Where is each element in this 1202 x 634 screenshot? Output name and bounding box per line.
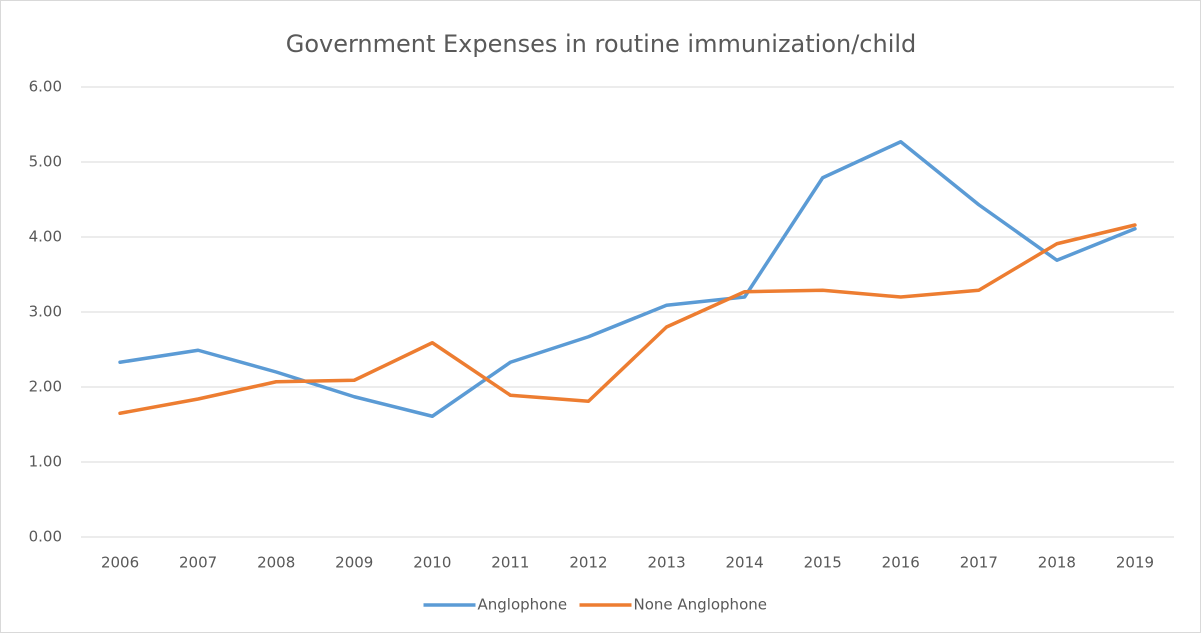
legend-label: None Anglophone: [634, 596, 767, 614]
x-tick-label: 2018: [1038, 554, 1076, 572]
x-tick-label: 2009: [335, 554, 373, 572]
x-tick-label: 2019: [1116, 554, 1154, 572]
legend-label: Anglophone: [478, 596, 568, 614]
x-tick-label: 2015: [804, 554, 842, 572]
chart-title: Government Expenses in routine immunizat…: [286, 30, 917, 58]
y-tick-label: 4.00: [29, 228, 62, 246]
y-tick-label: 5.00: [29, 153, 62, 171]
x-tick-label: 2008: [257, 554, 295, 572]
y-tick-label: 3.00: [29, 303, 62, 321]
y-tick-label: 0.00: [29, 528, 62, 546]
x-tick-label: 2010: [413, 554, 451, 572]
line-series: [118, 140, 1137, 418]
x-tick-label: 2006: [101, 554, 139, 572]
x-tick-label: 2014: [726, 554, 764, 572]
y-tick-label: 2.00: [29, 378, 62, 396]
x-tick-label: 2013: [647, 554, 685, 572]
x-tick-label: 2007: [179, 554, 217, 572]
x-tick-label: 2012: [569, 554, 607, 572]
x-tick-label: 2016: [882, 554, 920, 572]
y-tick-label: 6.00: [29, 78, 62, 96]
line-series: [118, 223, 1137, 415]
y-tick-label: 1.00: [29, 453, 62, 471]
x-tick-label: 2017: [960, 554, 998, 572]
x-tick-label: 2011: [491, 554, 529, 572]
